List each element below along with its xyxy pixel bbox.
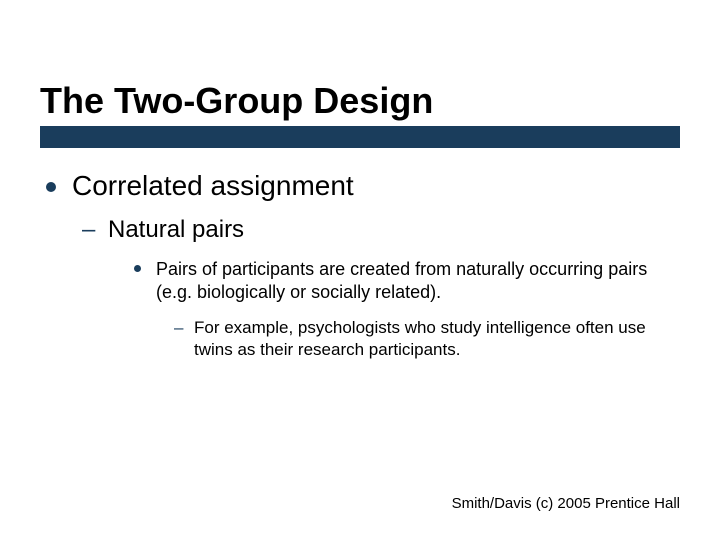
bullet-level-4: For example, psychologists who study int… bbox=[170, 317, 680, 361]
bullet-level-2: Natural pairs bbox=[76, 216, 680, 244]
slide-title: The Two-Group Design bbox=[40, 80, 680, 122]
title-underline-bar bbox=[40, 126, 680, 148]
footer-attribution: Smith/Davis (c) 2005 Prentice Hall bbox=[452, 495, 680, 512]
bullet-level-1: Correlated assignment bbox=[40, 170, 680, 202]
bullet-level-3: Pairs of participants are created from n… bbox=[130, 258, 680, 305]
slide: The Two-Group Design Correlated assignme… bbox=[0, 0, 720, 540]
title-area: The Two-Group Design bbox=[40, 80, 680, 148]
content-area: Correlated assignment Natural pairs Pair… bbox=[40, 170, 680, 361]
